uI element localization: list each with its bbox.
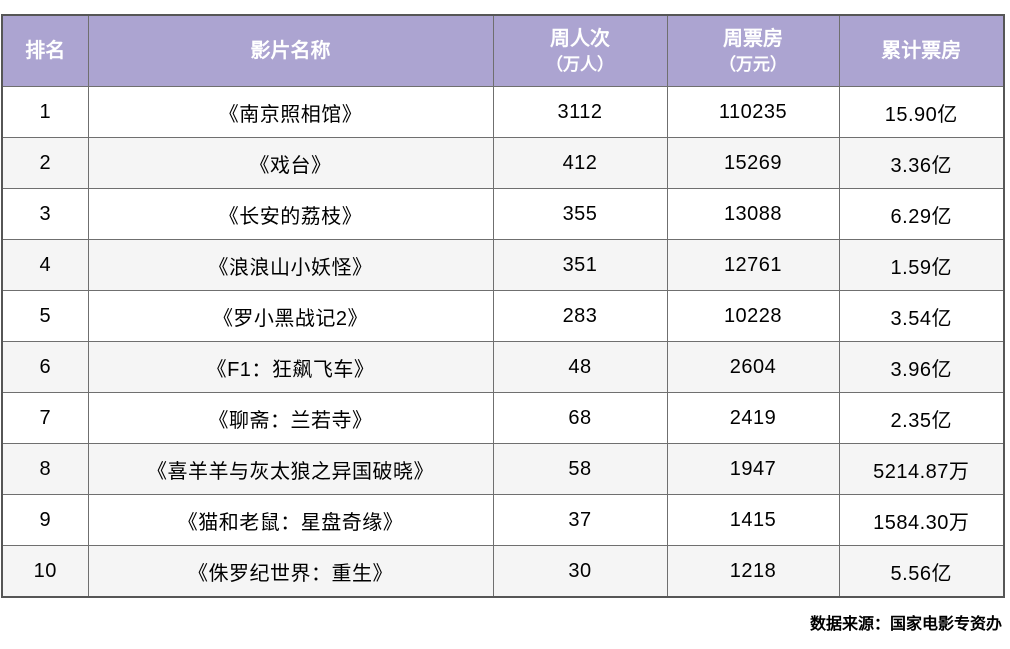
total-boxoffice-cell: 3.96亿 [838, 341, 1005, 393]
movie-title-cell: 《浪浪山小妖怪》 [87, 239, 494, 291]
header-row: 排名 影片名称 周人次 （万人） 周票房 （万元） 累计票房 [1, 14, 1005, 87]
weekly-boxoffice-cell: 1218 [666, 545, 840, 598]
movie-title-cell: 《罗小黑战记2》 [87, 290, 494, 342]
weekly-admissions-cell: 58 [492, 443, 668, 495]
weekly-boxoffice-cell: 1947 [666, 443, 840, 495]
table-row: 4 《浪浪山小妖怪》 351 12761 1.59亿 [1, 239, 1005, 291]
table-row: 10 《侏罗纪世界：重生》 30 1218 5.56亿 [1, 545, 1005, 598]
table-row: 2 《戏台》 412 15269 3.36亿 [1, 137, 1005, 189]
table-row: 6 《F1：狂飙飞车》 48 2604 3.96亿 [1, 341, 1005, 393]
col-header-weekly-boxoffice-label: 周票房 [723, 27, 783, 50]
table-row: 9 《猫和老鼠：星盘奇缘》 37 1415 1584.30万 [1, 494, 1005, 546]
table-row: 5 《罗小黑战记2》 283 10228 3.54亿 [1, 290, 1005, 342]
movie-title-cell: 《长安的荔枝》 [87, 188, 494, 240]
movie-title-cell: 《喜羊羊与灰太狼之异国破晓》 [87, 443, 494, 495]
weekly-boxoffice-cell: 15269 [666, 137, 840, 189]
table-row: 7 《聊斋：兰若寺》 68 2419 2.35亿 [1, 392, 1005, 444]
total-boxoffice-cell: 15.90亿 [838, 86, 1005, 138]
rank-cell: 2 [1, 137, 89, 189]
col-header-total-boxoffice-label: 累计票房 [881, 39, 962, 62]
movie-title-cell: 《猫和老鼠：星盘奇缘》 [87, 494, 494, 546]
weekly-box-office-table: 排名 影片名称 周人次 （万人） 周票房 （万元） 累计票房 [1, 14, 1005, 598]
weekly-admissions-cell: 355 [492, 188, 668, 240]
weekly-boxoffice-cell: 110235 [666, 86, 840, 138]
total-boxoffice-cell: 2.35亿 [838, 392, 1005, 444]
rank-cell: 3 [1, 188, 89, 240]
weekly-admissions-cell: 37 [492, 494, 668, 546]
weekly-admissions-cell: 3112 [492, 86, 668, 138]
col-header-weekly-admissions: 周人次 （万人） [492, 14, 668, 87]
data-source-note: 数据来源：国家电影专资办 [809, 616, 1002, 633]
total-boxoffice-cell: 5214.87万 [838, 443, 1005, 495]
col-header-movie-title: 影片名称 [87, 14, 494, 87]
movie-title-cell: 《戏台》 [87, 137, 494, 189]
table-row: 8 《喜羊羊与灰太狼之异国破晓》 58 1947 5214.87万 [1, 443, 1005, 495]
weekly-admissions-cell: 48 [492, 341, 668, 393]
weekly-boxoffice-cell: 12761 [666, 239, 840, 291]
total-boxoffice-cell: 5.56亿 [838, 545, 1005, 598]
movie-title-cell: 《F1：狂飙飞车》 [87, 341, 494, 393]
weekly-boxoffice-cell: 2604 [666, 341, 840, 393]
weekly-admissions-cell: 30 [492, 545, 668, 598]
col-header-weekly-admissions-unit: （万人） [546, 54, 614, 74]
table-row: 3 《长安的荔枝》 355 13088 6.29亿 [1, 188, 1005, 240]
rank-cell: 4 [1, 239, 89, 291]
table-row: 1 《南京照相馆》 3112 110235 15.90亿 [1, 86, 1005, 138]
col-header-rank: 排名 [1, 14, 89, 87]
weekly-admissions-cell: 68 [492, 392, 668, 444]
total-boxoffice-cell: 1.59亿 [838, 239, 1005, 291]
weekly-boxoffice-cell: 10228 [666, 290, 840, 342]
weekly-boxoffice-cell: 13088 [666, 188, 840, 240]
col-header-total-boxoffice: 累计票房 [838, 14, 1005, 87]
col-header-weekly-boxoffice: 周票房 （万元） [666, 14, 840, 87]
rank-cell: 10 [1, 545, 89, 598]
weekly-boxoffice-cell: 2419 [666, 392, 840, 444]
col-header-movie-title-label: 影片名称 [250, 39, 331, 62]
weekly-boxoffice-cell: 1415 [666, 494, 840, 546]
total-boxoffice-cell: 3.54亿 [838, 290, 1005, 342]
weekly-admissions-cell: 412 [492, 137, 668, 189]
rank-cell: 9 [1, 494, 89, 546]
total-boxoffice-cell: 6.29亿 [838, 188, 1005, 240]
rank-cell: 5 [1, 290, 89, 342]
rank-cell: 1 [1, 86, 89, 138]
col-header-weekly-boxoffice-unit: （万元） [719, 54, 787, 74]
total-boxoffice-cell: 1584.30万 [838, 494, 1005, 546]
movie-title-cell: 《聊斋：兰若寺》 [87, 392, 494, 444]
rank-cell: 7 [1, 392, 89, 444]
rank-cell: 6 [1, 341, 89, 393]
movie-title-cell: 《侏罗纪世界：重生》 [87, 545, 494, 598]
col-header-rank-label: 排名 [25, 39, 66, 62]
weekly-admissions-cell: 283 [492, 290, 668, 342]
total-boxoffice-cell: 3.36亿 [838, 137, 1005, 189]
col-header-weekly-admissions-label: 周人次 [550, 27, 610, 50]
rank-cell: 8 [1, 443, 89, 495]
weekly-admissions-cell: 351 [492, 239, 668, 291]
movie-title-cell: 《南京照相馆》 [87, 86, 494, 138]
